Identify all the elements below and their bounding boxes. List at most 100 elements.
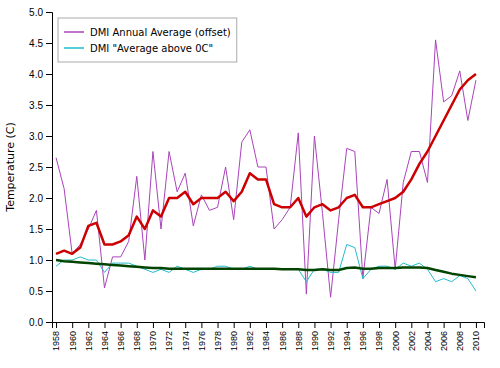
x-tick: 1970 [148, 322, 158, 351]
y-tick: 5.0 [29, 7, 52, 18]
x-tick-label: 1972 [164, 331, 174, 351]
x-tick: 1962 [84, 322, 94, 351]
y-tick: 0.0 [29, 317, 52, 328]
x-tick: 2010 [471, 322, 481, 351]
x-tick: 2002 [407, 322, 417, 351]
x-tick-label: 2010 [471, 331, 481, 351]
x-tick: 1982 [245, 322, 255, 351]
x-tick: 1960 [68, 322, 78, 351]
x-tick-line [444, 322, 445, 328]
x-tick-label: 1958 [51, 331, 61, 351]
y-tick: 1.5 [29, 224, 52, 235]
x-tick-label: 1968 [132, 331, 142, 351]
y-tick-label: 4.0 [29, 69, 43, 80]
plot: 0.0 0.5 1.0 1.5 2.0 2.5 3.0 3.5 4.0 4.5 5.0 1958 196… [29, 7, 484, 351]
y-tick-line [46, 198, 52, 199]
y-tick-label: 4.5 [29, 38, 43, 49]
x-tick: 1966 [116, 322, 126, 351]
x-tick: 1984 [261, 322, 271, 351]
x-tick-line [266, 322, 267, 328]
x-tick-label: 1980 [229, 331, 239, 351]
y-tick: 0.5 [29, 286, 52, 297]
x-tick-label: 2006 [439, 331, 449, 351]
legend-swatch [64, 31, 84, 33]
y-axis: 0.0 0.5 1.0 1.5 2.0 2.5 3.0 3.5 4.0 4.5 5.0 [29, 7, 52, 328]
x-tick-label: 2008 [455, 331, 465, 351]
x-tick-line [476, 322, 477, 328]
y-tick-line [46, 291, 52, 292]
trend-line [56, 260, 476, 277]
x-tick-label: 1982 [245, 331, 255, 351]
y-tick-label: 0.5 [29, 286, 43, 297]
x-tick-line [201, 322, 202, 328]
series-line [56, 245, 476, 292]
x-tick-line [460, 322, 461, 328]
x-tick-label: 1986 [278, 331, 288, 351]
x-tick: 1958 [51, 322, 61, 351]
legend-box [58, 18, 237, 62]
x-tick-label: 1962 [84, 331, 94, 351]
x-tick-label: 1984 [261, 331, 271, 351]
x-tick: 1976 [197, 322, 207, 351]
x-tick-line [379, 322, 380, 328]
x-tick-line [427, 322, 428, 328]
x-tick-label: 1998 [374, 331, 384, 351]
x-tick-line [104, 322, 105, 328]
y-tick-line [46, 74, 52, 75]
y-tick-label: 3.0 [29, 131, 43, 142]
x-axis: 1958196019621964196619681970197219741976… [51, 322, 484, 351]
y-tick: 4.5 [29, 38, 52, 49]
x-tick-label: 1990 [310, 331, 320, 351]
x-tick-label: 2004 [423, 331, 433, 351]
y-tick-label: 5.0 [29, 7, 43, 18]
y-axis-title: Temperature (C) [4, 122, 17, 212]
y-tick-line [46, 260, 52, 261]
x-tick: 1990 [310, 322, 320, 351]
y-tick-line [46, 136, 52, 137]
x-tick-line [411, 322, 412, 328]
axis-domain [46, 13, 53, 323]
y-tick-label: 0.0 [29, 317, 43, 328]
x-tick: 1986 [278, 322, 288, 351]
y-tick: 2.0 [29, 193, 52, 204]
x-tick-line [298, 322, 299, 328]
legend-label: DMI "Average above 0C" [90, 43, 213, 54]
x-tick: 2008 [455, 322, 465, 351]
axis-domain [53, 323, 485, 329]
x-tick-label: 1988 [294, 331, 304, 351]
legend: DMI Annual Average (offset) DMI "Average … [58, 18, 237, 62]
x-tick-line [88, 322, 89, 328]
y-tick: 2.5 [29, 162, 52, 173]
x-tick-label: 1960 [68, 331, 78, 351]
lines [56, 40, 476, 297]
trend-line [56, 74, 476, 254]
legend-item: DMI "Average above 0C" [64, 43, 213, 54]
x-tick-line [395, 322, 396, 328]
x-tick-line [72, 322, 73, 328]
x-tick: 1998 [374, 322, 384, 351]
y-tick-label: 1.5 [29, 224, 43, 235]
x-tick-line [314, 322, 315, 328]
chart: 0.0 0.5 1.0 1.5 2.0 2.5 3.0 3.5 4.0 4.5 5.0 1958 196… [0, 0, 500, 368]
x-tick-label: 1976 [197, 331, 207, 351]
x-tick: 2004 [423, 322, 433, 351]
x-tick-line [56, 322, 57, 328]
x-tick-line [137, 322, 138, 328]
y-tick-line [46, 12, 52, 13]
x-tick: 2006 [439, 322, 449, 351]
y-tick: 1.0 [29, 255, 52, 266]
legend-label: DMI Annual Average (offset) [90, 27, 231, 38]
y-tick-line [46, 167, 52, 168]
x-tick-label: 1994 [342, 331, 352, 351]
x-tick-label: 2002 [407, 331, 417, 351]
y-tick-label: 3.5 [29, 100, 43, 111]
y-tick-label: 2.0 [29, 193, 43, 204]
x-tick-label: 2000 [391, 331, 401, 351]
x-tick-line [185, 322, 186, 328]
y-tick-label: 2.5 [29, 162, 43, 173]
x-tick: 1994 [342, 322, 352, 351]
legend-swatch [64, 47, 84, 49]
x-tick-label: 1964 [100, 331, 110, 351]
x-tick-line [234, 322, 235, 328]
x-tick: 1988 [294, 322, 304, 351]
